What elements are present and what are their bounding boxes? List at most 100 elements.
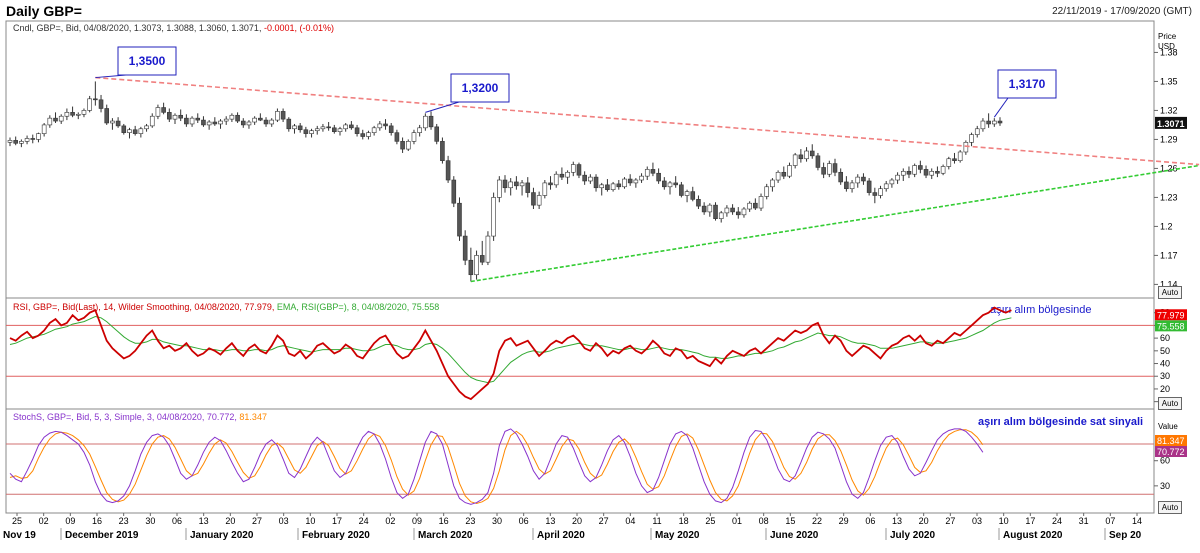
candle-body	[849, 182, 855, 190]
candle-body	[536, 195, 542, 206]
x-axis: 25 02 09 16 23 30 06 13 20 27 03 10 17 24 02 09 16 23 30 06…	[3, 513, 1142, 541]
candle-body	[400, 141, 405, 150]
candle-body	[201, 119, 206, 126]
stoch-tick-label: 30	[1160, 481, 1170, 491]
candle-body	[730, 207, 735, 213]
price-legend: Cndl, GBP=, Bid, 04/08/2020, 1.3073, 1.3…	[13, 23, 334, 33]
candle-body	[269, 119, 275, 125]
candle-body	[457, 202, 462, 237]
candle-body	[451, 179, 457, 204]
candle-body	[827, 163, 832, 175]
candle-body	[895, 174, 900, 181]
x-tick-label: 06	[865, 516, 875, 526]
candle-body	[992, 120, 997, 125]
candle-body	[263, 119, 269, 125]
candle-body	[218, 120, 223, 125]
candle-body	[127, 129, 132, 133]
stoch-auto-button[interactable]: Auto	[1158, 501, 1182, 514]
candle-body	[912, 165, 917, 175]
rsi-last-box	[1155, 309, 1187, 321]
candle-body	[70, 112, 75, 116]
candle-body	[326, 126, 331, 129]
candle-body	[189, 117, 195, 125]
candle-body	[923, 169, 929, 176]
price-tick-label: 1.26	[1160, 163, 1178, 173]
price-legend-change: -0.0001, (-0.01%)	[264, 23, 334, 33]
candle-body	[593, 176, 599, 189]
candle-body	[906, 171, 912, 175]
x-tick-label: 29	[839, 516, 849, 526]
x-tick-label: 16	[439, 516, 449, 526]
candle-body	[462, 235, 468, 261]
candle-body	[121, 125, 127, 133]
price-tick-label: 1.32	[1160, 105, 1178, 115]
candle-body	[502, 179, 508, 189]
candle-body	[354, 127, 360, 134]
rsi-tick-label: 60	[1160, 333, 1170, 343]
candle-body	[235, 114, 240, 122]
candle-body	[246, 121, 252, 126]
candle-body	[559, 173, 565, 178]
stoch-d-last-box	[1155, 435, 1187, 446]
support-trend-line	[470, 164, 1200, 283]
candle-body	[138, 128, 144, 134]
candle-body	[132, 129, 138, 134]
callout-box	[450, 73, 510, 103]
price-tick-label: 1.17	[1160, 250, 1178, 260]
candle-body	[980, 120, 986, 130]
candle-body	[167, 112, 172, 120]
candle-body	[428, 115, 434, 128]
candle-body	[87, 98, 92, 111]
candle-body	[93, 98, 98, 101]
rsi-tick-label: 30	[1160, 371, 1170, 381]
month-label: January 2020	[190, 530, 254, 541]
candle-body	[206, 121, 212, 126]
month-label: February 2020	[302, 530, 370, 541]
price-tick-label: 1.23	[1160, 192, 1178, 202]
ema-line	[9, 315, 1012, 384]
x-tick-label: 08	[759, 516, 769, 526]
candle-body	[940, 166, 946, 174]
x-tick-label: 25	[12, 516, 22, 526]
chart-title: Daily GBP=	[6, 3, 82, 19]
candle-body	[548, 182, 553, 186]
candle-body	[110, 120, 115, 124]
candle-body	[815, 155, 821, 168]
callout-box	[997, 69, 1057, 99]
candle-body	[883, 183, 889, 190]
candle-body	[599, 184, 605, 189]
x-tick-label: 02	[385, 516, 395, 526]
price-plot: 1.38 1.35 1.32 1.29 1.26 1.23 1.2 1.17 1.14 1.307…	[7, 46, 1200, 289]
candle-body	[53, 117, 58, 122]
candle-body	[610, 183, 616, 190]
stoch-tick-label: 60	[1160, 456, 1170, 466]
candle-body	[280, 111, 286, 120]
candle-body	[286, 118, 292, 130]
candle-body	[531, 192, 536, 206]
month-label: May 2020	[655, 530, 700, 541]
candle-body	[957, 151, 963, 161]
rsi-auto-button[interactable]: Auto	[1158, 397, 1182, 410]
candle-body	[24, 138, 30, 142]
x-tick-label: 17	[332, 516, 342, 526]
candle-body	[935, 171, 940, 174]
x-tick-label: 24	[1052, 516, 1062, 526]
stoch-k-last-value: 70.772	[1157, 447, 1185, 457]
candle-body	[804, 150, 809, 160]
candle-body	[343, 124, 348, 130]
x-tick-label: 03	[972, 516, 982, 526]
candle-body	[650, 169, 656, 174]
x-tick-label: 10	[999, 516, 1009, 526]
month-label: December 2019	[65, 530, 139, 541]
x-tick-label: 09	[412, 516, 422, 526]
price-auto-button[interactable]: Auto	[1158, 286, 1182, 299]
candle-body	[747, 202, 752, 210]
candle-body	[411, 132, 417, 142]
candle-body	[297, 125, 303, 131]
candle-body	[155, 107, 161, 117]
candle-body	[667, 182, 673, 188]
candle-body	[900, 171, 906, 176]
x-tick-label: 15	[785, 516, 795, 526]
candle-body	[30, 138, 36, 140]
